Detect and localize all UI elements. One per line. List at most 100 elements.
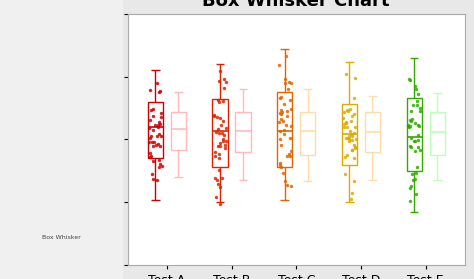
Point [348, 148, 356, 153]
Point [284, 86, 292, 91]
Point [279, 170, 287, 175]
Point [404, 124, 412, 128]
Point [348, 137, 356, 142]
Point [347, 132, 355, 136]
Point [153, 134, 160, 138]
Point [343, 108, 351, 112]
Point [285, 151, 293, 156]
Point [213, 178, 220, 182]
Point [214, 114, 221, 119]
Point [340, 122, 348, 126]
Point [282, 123, 290, 127]
Point [155, 122, 162, 127]
Point [219, 176, 226, 180]
Point [348, 191, 356, 195]
Point [283, 182, 291, 187]
Point [414, 145, 421, 149]
Point [147, 154, 155, 158]
Point [404, 123, 412, 127]
Point [155, 157, 163, 162]
Point [287, 148, 294, 153]
Point [153, 80, 161, 85]
Point [417, 106, 424, 110]
Point [405, 125, 412, 129]
Point [216, 68, 223, 73]
Point [405, 77, 412, 81]
Point [215, 131, 223, 135]
Point [276, 163, 283, 167]
Point [219, 118, 227, 123]
Point [345, 135, 352, 140]
Point [406, 77, 414, 82]
Point [343, 125, 351, 129]
Point [157, 111, 165, 116]
Point [211, 154, 219, 158]
Point [286, 98, 293, 102]
Point [280, 132, 288, 137]
Point [409, 178, 417, 182]
Point [215, 155, 223, 160]
Point [146, 118, 154, 123]
Point [277, 95, 285, 99]
Point [275, 120, 283, 124]
Bar [365, 112, 380, 152]
Point [149, 114, 157, 118]
Point [146, 155, 154, 160]
Point [275, 62, 283, 67]
Point [219, 139, 227, 143]
Point [222, 80, 230, 85]
Point [156, 162, 164, 167]
Point [158, 164, 165, 169]
Point [276, 137, 284, 141]
Point [276, 96, 284, 100]
Point [150, 140, 158, 144]
Point [351, 145, 359, 149]
Text: Box Whisker: Box Whisker [42, 235, 81, 240]
Point [409, 103, 416, 107]
Point [221, 133, 228, 137]
Point [156, 143, 164, 148]
Point [146, 87, 154, 92]
Point [216, 201, 223, 206]
Point [407, 186, 414, 191]
Point [416, 108, 424, 113]
Point [348, 134, 356, 139]
Point [350, 156, 358, 160]
Point [149, 107, 156, 111]
Point [217, 141, 224, 146]
Point [287, 107, 294, 111]
Point [342, 136, 349, 141]
Point [287, 124, 294, 128]
Point [149, 172, 156, 177]
Point [411, 139, 419, 144]
Point [408, 184, 415, 189]
Point [350, 131, 357, 135]
Point [283, 153, 291, 158]
Point [346, 107, 354, 111]
Point [150, 177, 157, 181]
Point [411, 177, 419, 182]
Bar [212, 99, 228, 167]
Point [408, 145, 415, 149]
Point [283, 114, 291, 118]
Point [339, 116, 347, 121]
Point [342, 72, 350, 76]
Point [410, 138, 418, 143]
Point [407, 136, 415, 140]
Point [281, 81, 288, 86]
Point [276, 110, 283, 115]
Point [222, 126, 229, 131]
Point [285, 79, 293, 84]
Point [150, 143, 157, 148]
Point [151, 123, 159, 127]
Point [148, 140, 156, 144]
Point [277, 108, 285, 112]
Point [413, 103, 421, 107]
Point [282, 179, 289, 184]
Point [220, 76, 228, 81]
Point [218, 122, 225, 127]
Bar [342, 104, 357, 165]
Point [348, 114, 356, 118]
Point [217, 116, 224, 120]
Point [212, 130, 219, 134]
